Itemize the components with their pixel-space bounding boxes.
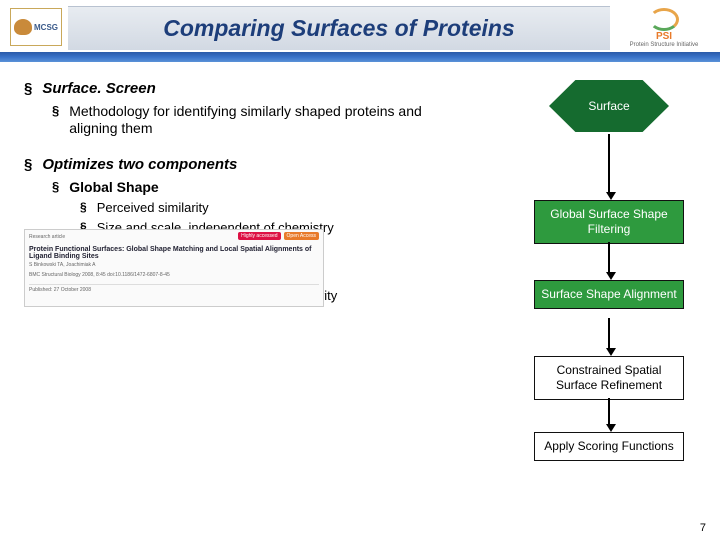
bullet-l3b1: Perceived similarity <box>97 200 209 216</box>
bug-icon <box>14 19 32 35</box>
badge-open-access: Open Access <box>284 232 319 240</box>
bullet-l1a: Surface. Screen <box>42 80 155 99</box>
swirl-icon <box>649 8 679 31</box>
flow-arrow-0 <box>606 134 612 200</box>
text-column: §Surface. Screen §Methodology for identi… <box>24 80 424 309</box>
flow-arrow-2 <box>606 318 612 356</box>
header-rule <box>0 52 720 62</box>
title-band: Comparing Surfaces of Proteins <box>68 6 610 50</box>
flow-node-surface: Surface <box>549 80 669 132</box>
bullet-l1b: Optimizes two components <box>42 156 237 175</box>
flow-node-filtering: Global Surface Shape Filtering <box>534 200 684 244</box>
citation-box: Research article Highly accessed Open Ac… <box>24 229 324 307</box>
badge-highly-accessed: Highly accessed <box>238 232 280 240</box>
bullet-l2a: Methodology for identifying similarly sh… <box>69 103 424 138</box>
citation-title: Protein Functional Surfaces: Global Shap… <box>29 246 319 260</box>
flowchart: Surface Global Surface Shape Filtering S… <box>514 80 704 510</box>
logo-right-sub: Protein Structure Initiative <box>630 42 699 48</box>
bullet-l2b: Global Shape <box>69 179 158 197</box>
citation-published: Published: 27 October 2008 <box>29 284 319 293</box>
logo-left-text: MCSG <box>34 23 58 32</box>
slide: MCSG Comparing Surfaces of Proteins PSI … <box>0 0 720 540</box>
header: MCSG Comparing Surfaces of Proteins PSI … <box>0 0 720 64</box>
flow-node-refinement: Constrained Spatial Surface Refinement <box>534 356 684 400</box>
logo-right-text: PSI <box>656 31 672 42</box>
page-number: 7 <box>700 522 706 534</box>
slide-title: Comparing Surfaces of Proteins <box>163 15 514 42</box>
content-area: §Surface. Screen §Methodology for identi… <box>24 80 704 520</box>
flow-arrow-3 <box>606 398 612 432</box>
flow-arrow-1 <box>606 242 612 280</box>
flow-node-scoring: Apply Scoring Functions <box>534 432 684 461</box>
logo-right: PSI Protein Structure Initiative <box>618 8 710 48</box>
citation-source: BMC Structural Biology 2008, 8:45 doi:10… <box>29 272 319 278</box>
flow-node-alignment: Surface Shape Alignment <box>534 280 684 309</box>
citation-authors: S Binkowski TA, Joachimiak A <box>29 262 319 268</box>
logo-left: MCSG <box>10 8 62 46</box>
